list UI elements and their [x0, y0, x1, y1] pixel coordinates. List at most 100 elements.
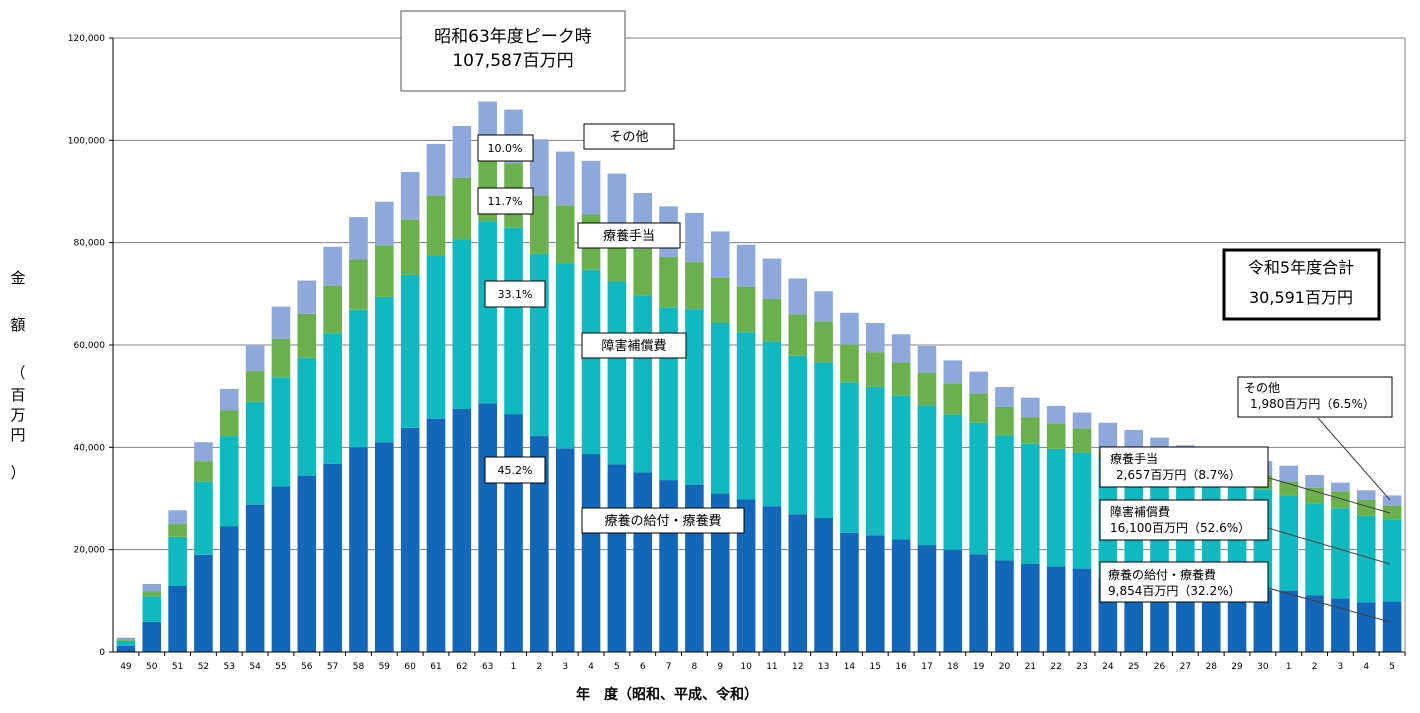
bar-segment: [400, 274, 420, 428]
bar-segment: [297, 357, 317, 476]
bar-segment: [349, 447, 368, 652]
y-label-char: ）: [10, 464, 25, 482]
x-tick-label: 57: [327, 662, 338, 672]
x-tick-label: 50: [146, 662, 158, 672]
bar-segment: [1331, 598, 1350, 652]
y-tick-label: 100,000: [68, 136, 105, 146]
bar-segment: [814, 362, 833, 518]
x-tick-label: 24: [1102, 662, 1114, 672]
x-tick-label: 3: [1338, 662, 1344, 672]
x-tick-label: 13: [818, 662, 829, 672]
bar-segment: [1382, 601, 1402, 652]
bar-segment: [943, 360, 963, 384]
x-tick-label: 18: [947, 662, 959, 672]
bar-segment: [349, 259, 368, 310]
y-tick-label: 120,000: [68, 34, 105, 44]
pct-other-label: 10.0%: [488, 142, 523, 155]
r5-callouts: その他 1,980百万円（6.5%） 療養手当 2,657百万円（8.7%） 障…: [1099, 376, 1393, 623]
pct-medical-label: 45.2%: [498, 464, 533, 477]
x-axis-ticks: 49 50 51 52 53 54 55 56 57 58 59 60 61 62 63 1 2 3 4 5 6 7 8 9 1…: [120, 652, 1406, 672]
peak-annotation-line2: 107,587百万円: [452, 51, 573, 71]
bar-segment: [762, 258, 782, 299]
x-tick-label: 60: [404, 662, 416, 672]
x-tick-label: 12: [792, 662, 803, 672]
x-tick-label: 3: [562, 662, 568, 672]
axes: [112, 38, 1406, 653]
bar-segment: [116, 640, 136, 646]
series-name-labels: その他 療養手当 障害補償費 療養の給付・療養費: [577, 123, 745, 534]
y-label-char: 額: [10, 316, 25, 334]
bar-segment: [530, 139, 549, 196]
y-label-char: 円: [10, 426, 25, 444]
bar-segment: [400, 219, 420, 275]
bar-segment: [710, 231, 730, 278]
y-axis-label: 金額 （ 百万円 ）: [10, 269, 25, 482]
bar-segment: [271, 377, 291, 487]
bar-segment: [607, 281, 627, 465]
r5-medical-value: 9,854百万円（32.2%）: [1108, 584, 1240, 598]
bar-segment: [685, 309, 704, 485]
x-tick-label: 25: [1128, 662, 1139, 672]
y-tick-label: 60,000: [74, 341, 106, 351]
x-tick-label: 56: [301, 662, 313, 672]
y-label-char: （: [10, 364, 25, 382]
bar-segment: [943, 414, 963, 550]
bar-segment: [219, 389, 239, 411]
bar-segment: [917, 545, 937, 652]
bar-segment: [633, 248, 653, 296]
bar-segment: [478, 221, 497, 404]
bar-segment: [814, 291, 833, 322]
bar-segment: [736, 499, 756, 652]
x-tick-label: 15: [870, 662, 881, 672]
x-tick-label: 26: [1154, 662, 1166, 672]
x-tick-label: 55: [275, 662, 286, 672]
bar-segment: [168, 510, 187, 525]
peak-annotation-line1: 昭和63年度ピーク時: [434, 27, 592, 47]
bar-segment: [659, 480, 678, 652]
bar-segment: [788, 314, 808, 356]
x-tick-label: 4: [1363, 662, 1369, 672]
bar-segment: [194, 461, 213, 482]
x-tick-label: 62: [456, 662, 467, 672]
bar-segment: [271, 306, 291, 339]
bar-segment: [194, 481, 213, 555]
bar-segment: [891, 334, 911, 363]
bar-segment: [685, 212, 704, 263]
bar-segment: [710, 323, 730, 494]
bar-segment: [478, 403, 497, 652]
bar-segment: [323, 333, 342, 464]
bar-segment: [530, 195, 549, 254]
x-tick-label: 52: [198, 662, 209, 672]
x-tick-label: 49: [120, 662, 132, 672]
series-label-medical: 療養の給付・療養費: [604, 513, 721, 529]
bar-segment: [1331, 491, 1350, 509]
bar-segment: [452, 126, 472, 178]
bar-segment: [1021, 563, 1040, 652]
x-tick-label: 14: [844, 662, 856, 672]
bar-segment: [1279, 465, 1299, 482]
bar-segment: [323, 463, 342, 652]
x-tick-label: 61: [430, 662, 441, 672]
bar-segment: [168, 524, 187, 537]
bar-segment: [504, 414, 523, 652]
bar-segment: [917, 372, 937, 406]
bar-segment: [762, 341, 782, 507]
bar-segment: [865, 323, 885, 353]
bar-segment: [1021, 443, 1040, 564]
r5-disability-name: 障害補償費: [1110, 504, 1170, 519]
series-label-allowance: 療養手当: [603, 228, 655, 244]
bar-segment: [840, 312, 859, 345]
bar-segment: [736, 332, 756, 500]
bar-segment: [995, 386, 1014, 407]
bar-segment: [1072, 568, 1092, 652]
series-label-other: その他: [609, 130, 648, 145]
bar-segment: [840, 344, 859, 383]
bar-segment: [1046, 566, 1066, 652]
r5-disability-value: 16,100百万円（52.6%）: [1110, 521, 1250, 535]
bar-segment: [917, 346, 937, 373]
x-tick-label: 53: [224, 662, 235, 672]
bar-segment: [1305, 474, 1324, 488]
bar-segment: [1356, 490, 1376, 501]
y-label-char: 百: [10, 386, 25, 404]
bar-segment: [219, 526, 239, 652]
